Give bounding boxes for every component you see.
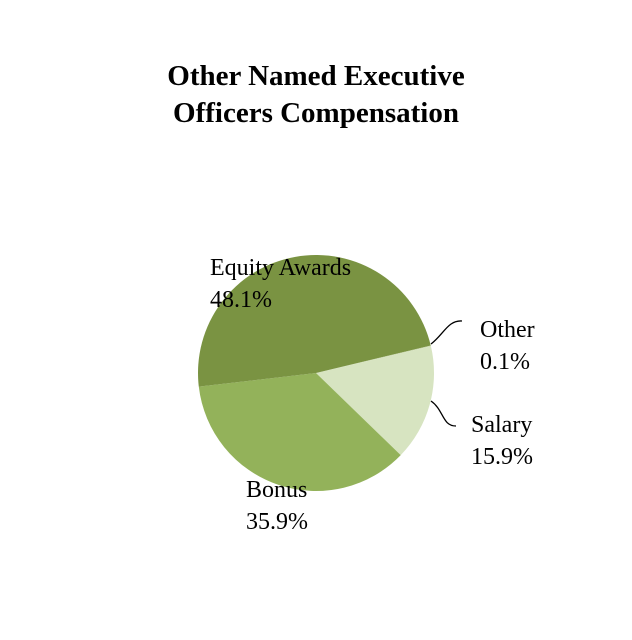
pie-slice-bonus [198, 373, 401, 492]
leader-lines [430, 320, 463, 427]
chart-title: Other Named Executive Officers Compensat… [0, 58, 632, 132]
chart-title-line-2: Officers Compensation [173, 97, 459, 129]
pie-slice-salary [316, 346, 434, 456]
slice-value-other: 0.1% [480, 349, 530, 375]
pie-slices [198, 255, 434, 492]
slice-labels: Equity Awards 48.1% Other 0.1% Salary 15.9% Bo… [210, 255, 535, 535]
pie-slice-equity-awards [198, 255, 431, 387]
chart-title-line-1: Other Named Executive [167, 60, 465, 92]
slice-label-salary: Salary [471, 412, 532, 438]
leader-line-salary [430, 400, 457, 427]
slice-label-equity-awards: Equity Awards [210, 255, 351, 281]
pie-slice-other [316, 345, 431, 373]
slice-label-other: Other [480, 317, 535, 343]
slice-value-salary: 15.9% [471, 444, 533, 470]
leader-line-other [430, 320, 463, 345]
slice-label-bonus: Bonus [246, 477, 307, 503]
slice-value-equity-awards: 48.1% [210, 287, 272, 313]
slice-value-bonus: 35.9% [246, 509, 308, 535]
